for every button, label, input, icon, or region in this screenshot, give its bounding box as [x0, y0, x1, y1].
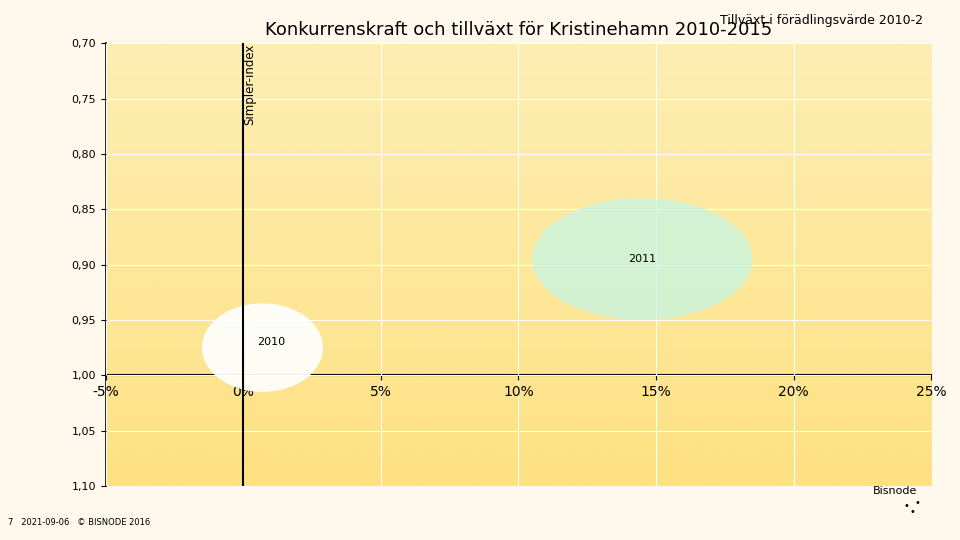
Title: Konkurrenskraft och tillväxt för Kristinehamn 2010-2015: Konkurrenskraft och tillväxt för Kristin… [265, 21, 772, 39]
Text: Tillväxt i förädlingsvärde 2010-2: Tillväxt i förädlingsvärde 2010-2 [720, 15, 923, 28]
Text: 7   2021-09-06   © BISNODE 2016: 7 2021-09-06 © BISNODE 2016 [8, 518, 150, 526]
Text: •: • [903, 501, 909, 511]
Text: •: • [915, 498, 921, 508]
Ellipse shape [202, 303, 323, 392]
Text: 2011: 2011 [628, 254, 657, 264]
Text: 2010: 2010 [256, 337, 285, 347]
Ellipse shape [532, 198, 753, 320]
Text: •: • [909, 507, 915, 517]
Text: Bisnode: Bisnode [873, 485, 917, 496]
Text: Simpler-index: Simpler-index [243, 43, 256, 125]
